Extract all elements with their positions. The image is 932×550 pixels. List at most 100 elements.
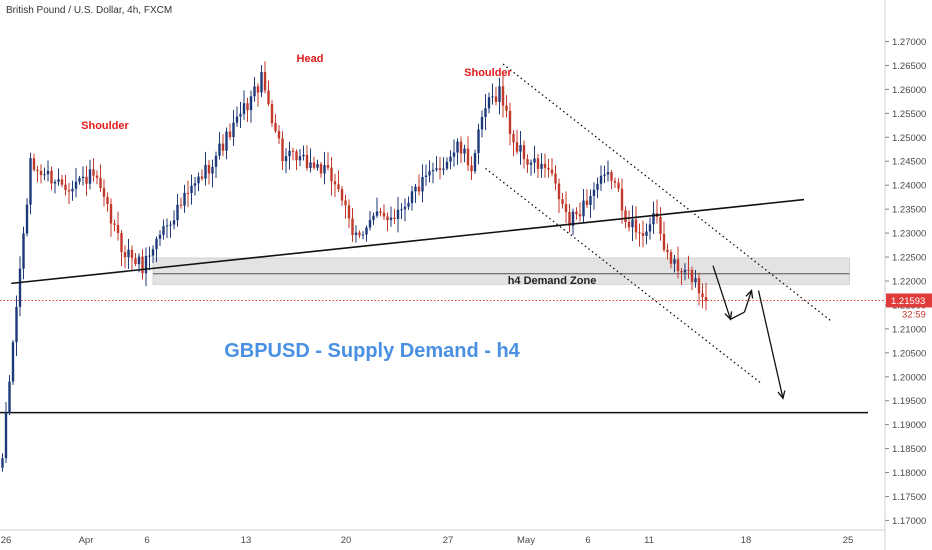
candle-body bbox=[190, 185, 193, 193]
candle bbox=[669, 249, 673, 269]
candle bbox=[659, 207, 662, 241]
x-tick-label: May bbox=[517, 535, 535, 546]
candle-body bbox=[421, 176, 424, 192]
candle bbox=[200, 169, 204, 181]
candle bbox=[95, 170, 99, 185]
candle bbox=[620, 178, 624, 224]
candle-body bbox=[263, 71, 267, 91]
x-tick-label: Apr bbox=[79, 535, 94, 546]
candle bbox=[172, 210, 176, 230]
candle bbox=[176, 193, 179, 227]
candle-body bbox=[442, 168, 445, 170]
candle bbox=[673, 254, 676, 273]
candle bbox=[302, 145, 305, 161]
candle bbox=[323, 151, 326, 185]
candle-body bbox=[109, 203, 113, 224]
candle-body bbox=[610, 172, 613, 181]
candle-body bbox=[18, 268, 22, 307]
candle bbox=[547, 159, 550, 178]
candle-body bbox=[561, 199, 564, 205]
candle-body bbox=[123, 252, 127, 258]
x-tick-label: 6 bbox=[144, 535, 149, 546]
candle-body bbox=[557, 183, 561, 200]
candle bbox=[543, 153, 547, 178]
candle bbox=[449, 150, 452, 170]
candle bbox=[554, 165, 557, 191]
candle bbox=[4, 401, 8, 464]
candle bbox=[473, 149, 477, 174]
candle bbox=[365, 225, 368, 242]
headline: GBPUSD - Supply Demand - h4 bbox=[224, 340, 520, 362]
candle-body bbox=[473, 153, 477, 172]
candle-body bbox=[141, 256, 144, 274]
candle bbox=[102, 179, 106, 207]
candle bbox=[694, 269, 697, 288]
candle-body bbox=[508, 110, 512, 134]
candle bbox=[480, 110, 484, 138]
candle-body bbox=[375, 211, 379, 216]
candle-body bbox=[130, 249, 134, 259]
candle-body bbox=[624, 210, 627, 223]
candle-body bbox=[316, 164, 319, 168]
candle-body bbox=[204, 164, 207, 179]
candle-body bbox=[638, 232, 641, 234]
candle-body bbox=[260, 71, 263, 93]
candle bbox=[39, 164, 43, 184]
y-tick-label: 1.19500 bbox=[892, 396, 926, 407]
trend-lines bbox=[11, 63, 833, 400]
candle bbox=[704, 282, 708, 311]
candle-body bbox=[410, 191, 414, 204]
candle-body bbox=[99, 177, 102, 189]
candle-body bbox=[137, 256, 141, 265]
candle bbox=[260, 64, 263, 97]
y-tick-label: 1.21000 bbox=[892, 324, 926, 335]
candle-body bbox=[368, 219, 372, 228]
candle-body bbox=[256, 86, 260, 93]
candle bbox=[1, 453, 4, 472]
candle-body bbox=[277, 131, 281, 139]
candle bbox=[64, 175, 67, 196]
candle-body bbox=[407, 203, 410, 207]
candle-body bbox=[302, 154, 305, 157]
candle bbox=[214, 151, 218, 178]
candle-body bbox=[477, 129, 480, 154]
candle-body bbox=[53, 181, 57, 184]
candle-body bbox=[673, 259, 676, 264]
candle bbox=[183, 184, 186, 213]
candle-body bbox=[554, 173, 557, 184]
candle bbox=[529, 159, 533, 176]
candle-body bbox=[522, 145, 526, 160]
candle-timer: 32:59 bbox=[902, 309, 926, 320]
candle-body bbox=[176, 204, 179, 221]
candle-body bbox=[589, 196, 592, 205]
candle-body bbox=[470, 165, 473, 172]
candle-body bbox=[179, 204, 183, 206]
candle bbox=[638, 223, 641, 247]
candle bbox=[274, 114, 277, 134]
candle-body bbox=[599, 175, 603, 184]
candle bbox=[666, 243, 669, 260]
candle bbox=[46, 160, 50, 182]
candle bbox=[120, 230, 123, 267]
candle bbox=[81, 166, 85, 186]
y-tick-label: 1.17500 bbox=[892, 492, 926, 503]
candle-body bbox=[106, 196, 109, 204]
candle-body bbox=[50, 170, 53, 184]
y-tick-label: 1.22500 bbox=[892, 253, 926, 264]
demand-zone-label: h4 Demand Zone bbox=[508, 275, 597, 287]
candle-body bbox=[32, 158, 36, 170]
candle bbox=[71, 180, 74, 201]
candle-body bbox=[389, 217, 393, 221]
candle-body bbox=[88, 169, 92, 184]
candle bbox=[60, 174, 64, 188]
candle bbox=[225, 127, 228, 160]
forecast-arrowhead-2 bbox=[745, 289, 754, 299]
candle-body bbox=[242, 103, 246, 115]
candle-body bbox=[337, 184, 340, 190]
candle bbox=[109, 198, 113, 237]
candle bbox=[337, 170, 340, 193]
candle-body bbox=[526, 159, 529, 165]
candle bbox=[249, 90, 253, 123]
candle-body bbox=[379, 211, 382, 213]
